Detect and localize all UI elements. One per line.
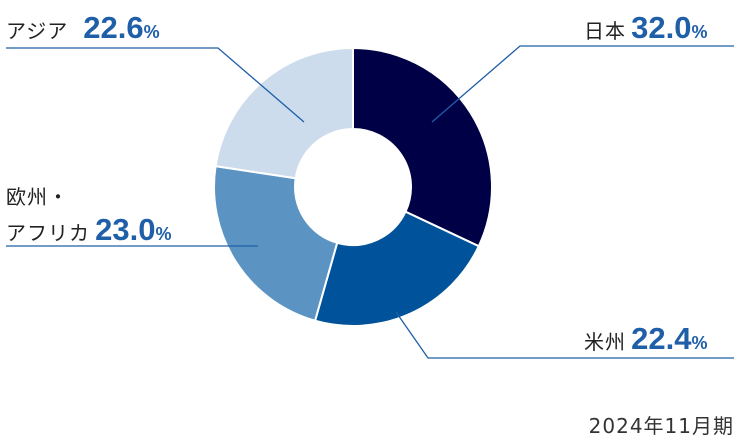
slice-value: 23.0 — [95, 212, 156, 247]
slice-unit: % — [691, 333, 708, 353]
slice-unit: % — [143, 22, 160, 42]
slice-japan — [352, 46, 493, 248]
slices-group — [213, 46, 493, 327]
leader-line-americas — [395, 311, 734, 359]
slice-unit: % — [691, 22, 708, 42]
slice-unit: % — [155, 224, 172, 244]
slice-name: 米州 — [584, 330, 626, 354]
slice-americas — [313, 210, 481, 327]
slice-value: 22.6 — [83, 10, 144, 45]
label-americas: 米州 22.4% — [584, 323, 707, 354]
leader-line-asia — [6, 47, 305, 123]
slice-value: 32.0 — [631, 10, 692, 45]
slice-name: アジア — [6, 19, 69, 43]
label-japan: 日本 32.0% — [584, 12, 707, 43]
slice-name-line1: 欧州・ — [6, 185, 69, 209]
leader-lines — [6, 45, 734, 359]
slice-name-line2: アフリカ — [6, 221, 90, 245]
label-europe-africa: 欧州・ アフリカ 23.0% — [6, 184, 171, 250]
chart-footnote: 2024年11月期 — [588, 414, 734, 438]
leader-line-japan — [431, 45, 734, 123]
label-asia: アジア 22.6% — [6, 12, 160, 43]
slice-asia — [214, 46, 354, 180]
slice-value: 22.4 — [631, 321, 692, 356]
slice-europe-africa — [213, 164, 339, 322]
slice-name: 日本 — [584, 19, 626, 43]
